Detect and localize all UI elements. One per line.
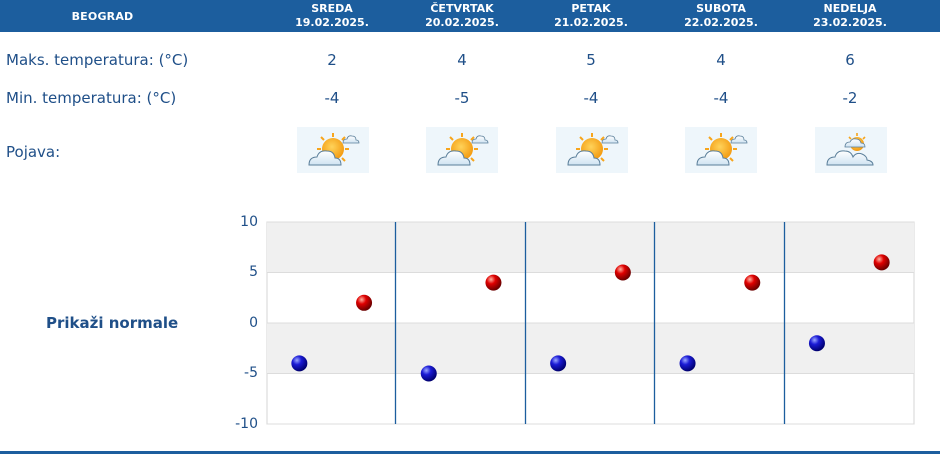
min-temp-point	[679, 355, 696, 372]
min-temp-point	[291, 355, 308, 372]
max-temp-label: Maks. temperatura: (°C)	[6, 51, 189, 69]
max-temp-value: 6	[845, 51, 855, 69]
y-tick-label: -5	[244, 365, 258, 381]
header-bar: BEOGRAD SREDA 19.02.2025. ČETVRTAK 20.02…	[0, 0, 940, 32]
day-header: ČETVRTAK 20.02.2025.	[397, 2, 527, 30]
day-name: ČETVRTAK	[430, 2, 494, 15]
sun-behind-cloud-icon	[297, 127, 369, 173]
day-name: NEDELJA	[823, 2, 877, 15]
bottom-divider	[0, 451, 940, 454]
sun-behind-cloud-icon	[556, 127, 628, 173]
day-date: 21.02.2025.	[554, 16, 628, 29]
max-temp-value: 5	[586, 51, 596, 69]
day-header: PETAK 21.02.2025.	[526, 2, 656, 30]
day-header: SUBOTA 22.02.2025.	[656, 2, 786, 30]
max-temp-value: 2	[327, 51, 337, 69]
y-tick-label: -10	[235, 416, 258, 432]
city-name: BEOGRAD	[71, 9, 134, 23]
day-date: 22.02.2025.	[684, 16, 758, 29]
day-header: SREDA 19.02.2025.	[267, 2, 397, 30]
show-normals-link[interactable]: Prikaži normale	[46, 314, 179, 332]
grid-band	[267, 323, 914, 374]
min-temp-value: -4	[583, 89, 599, 107]
max-temp-point	[356, 294, 373, 311]
cloud-sun-partly-icon	[815, 127, 887, 173]
sun-behind-cloud-icon	[426, 127, 498, 173]
min-temp-label: Min. temperatura: (°C)	[6, 89, 177, 107]
max-temp-value: 4	[457, 51, 467, 69]
min-temp-point	[420, 365, 437, 382]
day-date: 23.02.2025.	[813, 16, 887, 29]
day-date: 20.02.2025.	[425, 16, 499, 29]
min-temp-value: -4	[713, 89, 729, 107]
min-temp-value: -5	[454, 89, 470, 107]
max-temp-point	[873, 254, 890, 271]
y-tick-label: 10	[240, 214, 258, 230]
min-temp-value: -4	[324, 89, 340, 107]
grid-band	[267, 222, 914, 273]
y-tick-label: 0	[249, 315, 258, 331]
max-temp-point	[485, 274, 502, 291]
max-temp-value: 4	[716, 51, 726, 69]
y-tick-label: 5	[249, 264, 258, 280]
min-temp-point	[808, 335, 825, 352]
day-date: 19.02.2025.	[295, 16, 369, 29]
day-name: PETAK	[571, 2, 611, 15]
day-name: SREDA	[311, 2, 353, 15]
min-temp-value: -2	[842, 89, 858, 107]
min-temp-point	[550, 355, 567, 372]
phenomenon-label: Pojava:	[6, 143, 61, 161]
day-name: SUBOTA	[696, 2, 746, 15]
max-temp-point	[614, 264, 631, 281]
sun-behind-cloud-icon	[685, 127, 757, 173]
max-temp-point	[744, 274, 761, 291]
day-header: NEDELJA 23.02.2025.	[785, 2, 915, 30]
